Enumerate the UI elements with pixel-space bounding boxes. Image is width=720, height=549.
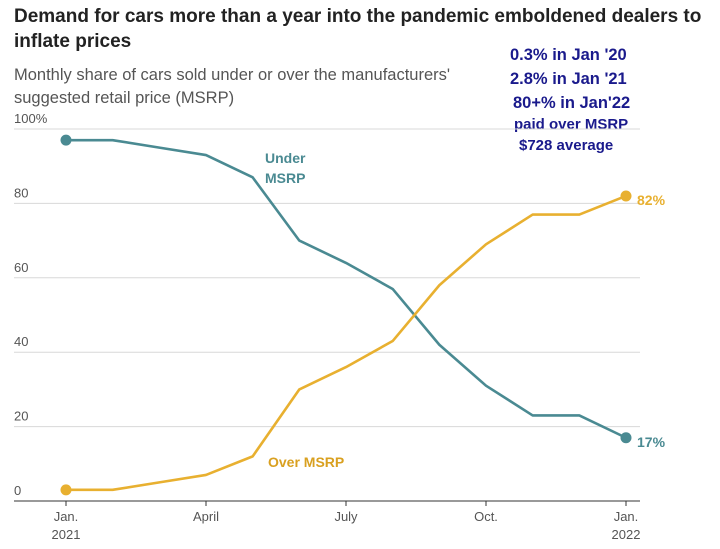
over-end-label: 82% <box>637 192 666 208</box>
over-msrp-line <box>64 194 628 492</box>
over-start-point <box>60 484 72 496</box>
y-tick-label: 20 <box>14 409 28 424</box>
over-end-point <box>620 190 632 202</box>
x-tick-label-year: 2022 <box>612 527 641 542</box>
under-msrp-label: Under <box>265 150 306 166</box>
x-tick-label: Jan. <box>54 509 79 524</box>
under-msrp-line <box>64 138 628 440</box>
x-tick-label-year: 2021 <box>52 527 81 542</box>
y-tick-label: 80 <box>14 185 28 200</box>
y-tick-label: 40 <box>14 334 28 349</box>
y-tick-label: 0 <box>14 483 21 498</box>
annotation-line-1: 0.3% in Jan '20 <box>510 46 627 64</box>
chart-title: Demand for cars more than a year into th… <box>14 6 702 52</box>
under-end-point <box>620 432 632 444</box>
x-tick-label: Jan. <box>614 509 639 524</box>
y-tick-label: 60 <box>14 260 28 275</box>
annotation-line-2: 2.8% in Jan '21 <box>510 70 627 88</box>
x-tick-label: April <box>193 509 219 524</box>
under-end-label: 17% <box>637 434 666 450</box>
under-msrp-label: MSRP <box>265 170 305 186</box>
under-start-point <box>60 134 72 146</box>
y-tick-label: 100% <box>14 111 48 126</box>
over-msrp-label: Over MSRP <box>268 454 344 470</box>
chart-subtitle: Monthly share of cars sold under or over… <box>14 66 451 107</box>
x-tick-label: July <box>334 509 358 524</box>
annotation-line-3: 80+% in Jan'22 <box>513 94 631 112</box>
annotation-line-5: $728 average <box>519 137 614 154</box>
x-tick-label: Oct. <box>474 509 498 524</box>
